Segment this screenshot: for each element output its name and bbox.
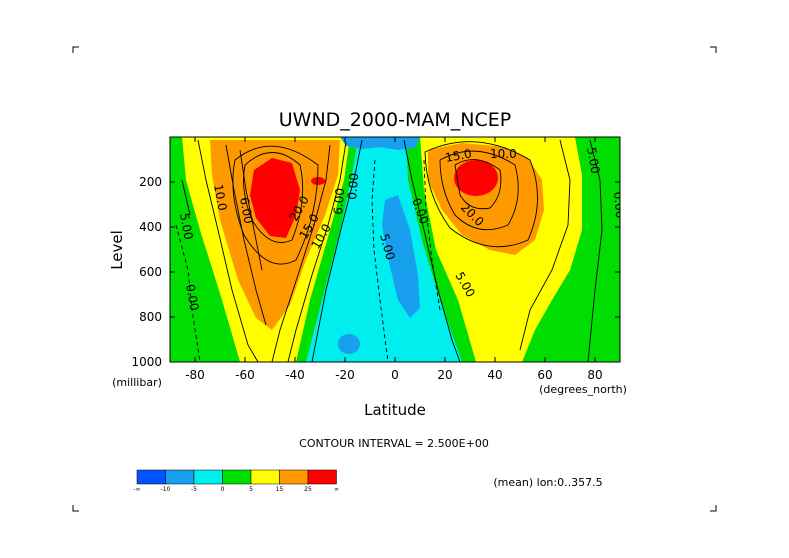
y-axis-label: Level	[108, 230, 126, 270]
colorbar-label: 0	[221, 486, 225, 493]
contour-label: 6.00	[237, 196, 255, 225]
band-25-plus-north	[454, 160, 498, 196]
x-tick-label: -20	[335, 368, 355, 382]
contour-label: 5.00	[377, 232, 397, 261]
plot-area: 10.0 5.00 0.00 6.00 20.0 15.0 10.0 15.0 …	[170, 137, 627, 362]
colorbar-swatch	[279, 469, 309, 485]
contour-label: 0.00	[611, 191, 627, 219]
colorbar-label: -5	[191, 486, 197, 493]
y-tick-label: 1000	[131, 355, 162, 369]
x-tick-label: 40	[487, 368, 502, 382]
colorbar-swatch	[307, 469, 337, 485]
x-axis-units: (degrees_north)	[539, 383, 627, 396]
colorbar-swatch	[165, 469, 195, 485]
band-25-plus-south-small	[311, 177, 325, 185]
x-tick-label: -60	[235, 368, 255, 382]
colorbar-swatch	[250, 469, 280, 485]
colorbar-label: 25	[304, 486, 312, 493]
band-neg-top-strip	[340, 137, 420, 150]
colorbar-swatch	[193, 469, 223, 485]
band-25-plus-south	[250, 158, 300, 238]
chart-title: UWND_2000-MAM_NCEP	[279, 109, 511, 131]
x-axis-label: Latitude	[364, 401, 426, 419]
x-tick-label: 80	[587, 368, 602, 382]
contour-label: 0.00	[183, 283, 201, 312]
colorbar-swatch	[222, 469, 252, 485]
colorbar-label: 15	[276, 486, 284, 493]
y-axis-units: (millibar)	[112, 376, 162, 389]
x-tick-label: 20	[437, 368, 452, 382]
averaging-text: (mean) lon:0..357.5	[493, 476, 602, 489]
y-tick-label: 600	[139, 265, 162, 279]
contour-label: 6.00	[331, 187, 347, 215]
y-axis: 200 400 600 800 1000	[131, 175, 620, 369]
contour-label: 10.0	[490, 147, 517, 161]
colorbar-label: 5	[249, 486, 253, 493]
x-tick-label: 60	[537, 368, 552, 382]
y-tick-label: 400	[139, 220, 162, 234]
band-neg-equatorial	[382, 195, 420, 318]
x-axis: -80 -60 -40 -20 0 20 40 60 80	[185, 137, 603, 382]
y-tick-label: 800	[139, 310, 162, 324]
x-tick-label: -40	[285, 368, 305, 382]
colorbar-label: ∞	[334, 486, 339, 493]
contour-label: 5.00	[177, 212, 195, 241]
contour-lines	[175, 139, 603, 362]
y-tick-label: 200	[139, 175, 162, 189]
band-neg-south-surface	[338, 334, 360, 354]
contour-label: 10.0	[211, 183, 229, 212]
contour-label: 0.00	[345, 172, 361, 200]
colorbar-label: -∞	[133, 486, 140, 493]
contour-interval-text: CONTOUR INTERVAL = 2.500E+00	[299, 437, 489, 450]
colorbar-swatch	[136, 469, 166, 485]
x-tick-label: -80	[185, 368, 205, 382]
colorbar-label: -10	[161, 486, 171, 493]
contour-label: 5.00	[584, 146, 602, 175]
contour-label: 15.0	[444, 147, 473, 165]
page-corner-marks	[72, 46, 717, 512]
colorbar: -∞ -10 -5 0 5 15 25 ∞	[133, 469, 339, 493]
x-tick-label: 0	[391, 368, 399, 382]
